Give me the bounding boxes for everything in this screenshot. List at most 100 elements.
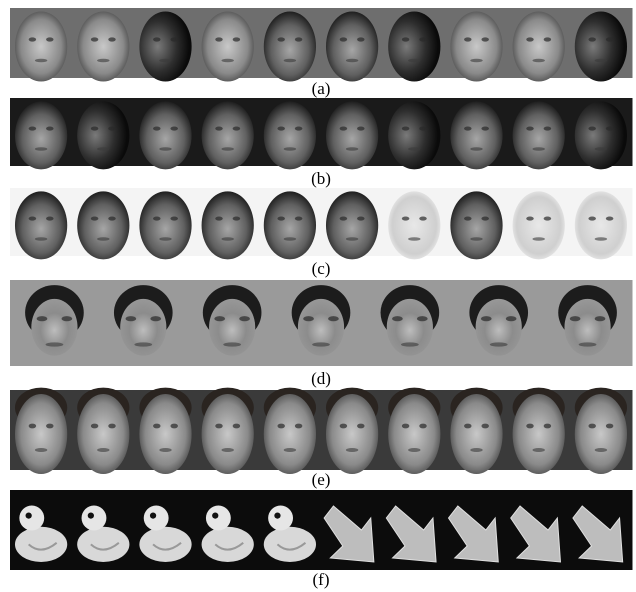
mouth [408,448,420,452]
image-tile [543,280,632,366]
image-tile [277,280,366,366]
eye [153,424,160,429]
image-tile [10,98,73,169]
face [15,394,67,474]
eye [215,127,222,131]
mouth [470,237,482,240]
image-tile [134,188,197,259]
mouth [134,342,152,346]
image-tile [197,490,260,570]
mouth [159,448,171,452]
eye [340,424,347,429]
eye [239,316,250,321]
image-tile [508,388,571,474]
image-tile [259,8,322,82]
image-tile [10,8,73,82]
eye [357,37,364,41]
image-tile [321,8,384,82]
eye [215,424,222,429]
eye [481,127,488,131]
mouth [159,59,171,63]
eye [340,37,347,41]
face [77,394,129,474]
eye [588,127,595,131]
mouth [408,147,420,150]
mouth [470,448,482,452]
eye [150,316,161,321]
eye [481,37,488,41]
eye [233,37,240,41]
eye [233,424,240,429]
duck-eye [150,512,156,518]
face [326,394,378,474]
eye [606,127,613,131]
face [15,101,67,169]
duck-eye [212,512,218,518]
eye [417,316,428,321]
image-tile [72,8,135,82]
eye [526,424,533,429]
image-tile [570,98,633,169]
eye [295,217,302,221]
image-tile [383,8,446,82]
image-tile [508,188,571,259]
face [326,12,378,82]
face [513,101,565,169]
eye [419,37,426,41]
face [202,394,254,474]
eye [277,127,284,131]
eye [357,217,364,221]
eye [481,424,488,429]
eye [91,217,98,221]
eye [588,37,595,41]
eye [170,127,177,131]
duck-body [139,527,191,562]
eye [340,127,347,131]
eye [46,127,53,131]
image-tile [197,388,260,474]
mouth [223,342,241,346]
eye [62,316,73,321]
image-tile [197,188,260,259]
eye [595,316,606,321]
eye [464,127,471,131]
mouth [35,448,47,452]
duck-eye [26,512,32,518]
face [450,12,502,82]
image-tile [321,490,384,570]
face [388,191,440,259]
face [326,191,378,259]
eye [108,37,115,41]
eye [606,37,613,41]
face [264,101,316,169]
mouth [490,342,508,346]
mouth [159,147,171,150]
eye [544,217,551,221]
duck-head [268,506,293,531]
panel-label: (d) [311,369,331,388]
eye [357,127,364,131]
image-tile [134,98,197,169]
image-tile [508,98,571,169]
eye [464,37,471,41]
face [264,191,316,259]
image-tile [383,490,446,570]
mouth [284,448,296,452]
eye [91,127,98,131]
mouth [532,237,544,240]
mouth [346,147,358,150]
eye [481,316,492,321]
panel-label: (b) [311,169,331,188]
face [139,394,191,474]
face [575,394,627,474]
eye [46,37,53,41]
eye [570,316,581,321]
face [139,12,191,82]
image-tile [454,280,543,366]
mouth [97,147,109,150]
image-tile [197,98,260,169]
mouth [470,147,482,150]
eye [29,424,36,429]
face [77,191,129,259]
mouth [595,59,607,63]
